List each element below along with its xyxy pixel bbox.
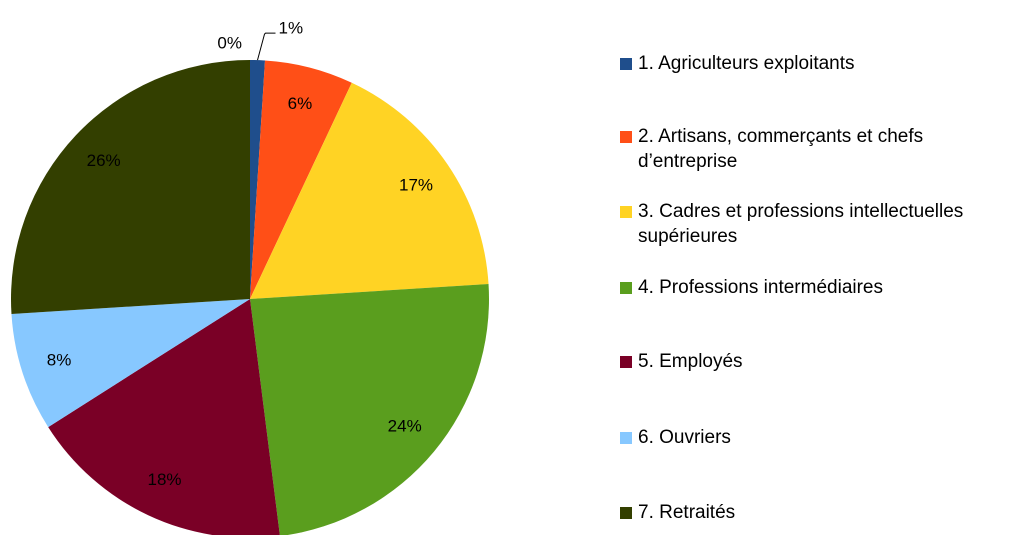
legend-swatch <box>620 206 632 218</box>
legend-swatch <box>620 432 632 444</box>
pie-slice <box>250 60 352 299</box>
pie-slice <box>250 60 266 299</box>
slice-label: 26% <box>87 151 121 170</box>
pie-area: 1% 6% 17% 24% 18% 8% 26% 0% <box>10 19 489 535</box>
slice-label: 8% <box>47 351 72 370</box>
slice-label: 1% <box>279 19 304 38</box>
pie-slice <box>250 82 489 299</box>
pie-slice <box>48 299 280 535</box>
legend-entry: 7. Retraités <box>620 500 1012 525</box>
slice-label: 24% <box>388 416 422 435</box>
slice-label: 0% <box>217 33 242 52</box>
slice-label: 6% <box>288 94 313 113</box>
slice-label: 17% <box>399 176 433 195</box>
legend-label: 2. Artisans, commerçants et chefs d’entr… <box>638 126 924 172</box>
legend-entry: 2. Artisans, commerçants et chefs d’entr… <box>620 124 1012 174</box>
legend-label: 6. Ouvriers <box>638 427 731 448</box>
legend-entry: 5. Employés <box>620 349 1012 374</box>
legend-swatch <box>620 58 632 70</box>
pie-slice <box>10 60 250 315</box>
legend-label: 1. Agriculteurs exploitants <box>638 53 855 74</box>
legend-entry: 1. Agriculteurs exploitants <box>620 51 1012 76</box>
slice-label: 18% <box>148 470 182 489</box>
legend-entry: 6. Ouvriers <box>620 425 1012 450</box>
legend-label: 7. Retraités <box>638 502 736 523</box>
legend-swatch <box>620 356 632 368</box>
legend-swatch <box>620 131 632 143</box>
legend-swatch <box>620 282 632 294</box>
leader-line <box>257 32 276 61</box>
legend-entry: 3. Cadres et professions intellectuelles… <box>620 199 1012 249</box>
legend-label: 5. Employés <box>638 351 743 372</box>
legend-entry: 4. Professions intermédiaires <box>620 275 1012 300</box>
pie-slice <box>250 283 489 535</box>
pie-slice <box>11 299 250 428</box>
legend-swatch <box>620 507 632 519</box>
legend-label: 4. Professions intermédiaires <box>638 277 883 298</box>
legend-label: 3. Cadres et professions intellectuelles… <box>638 201 964 247</box>
